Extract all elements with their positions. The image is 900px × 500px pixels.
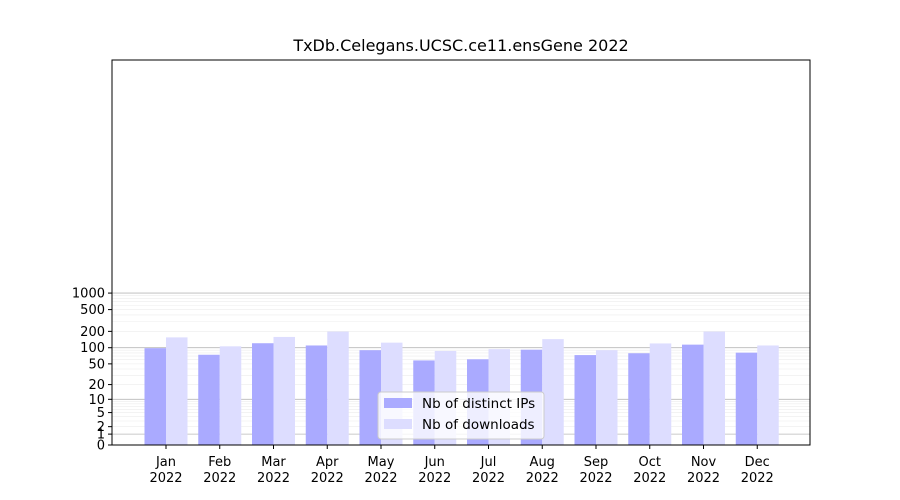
x-tick-label-month: Jan [155, 455, 176, 470]
y-tick-label: 2 [97, 420, 105, 435]
legend-swatch-distinct-ips [384, 398, 412, 408]
legend-box [377, 391, 545, 440]
y-tick-label: 50 [88, 357, 105, 372]
x-tick-label-month: Apr [316, 455, 339, 470]
y-tick-label: 200 [80, 325, 105, 340]
legend-label-distinct-ips: Nb of distinct IPs [422, 396, 535, 412]
y-tick-label: 1 [97, 428, 105, 443]
x-tick-label-month: Jun [424, 455, 445, 470]
bar-distinct-ips [682, 344, 704, 445]
bar-downloads [757, 345, 779, 445]
x-axis: Jan2022Feb2022Mar2022Apr2022May2022Jun20… [149, 445, 774, 486]
x-tick-label-year: 2022 [311, 471, 344, 486]
bar-distinct-ips [305, 345, 328, 445]
x-tick-label-month: Dec [745, 455, 770, 470]
bar-distinct-ips [735, 352, 758, 445]
x-tick-label-year: 2022 [149, 471, 182, 486]
x-tick-label-month: Feb [208, 455, 231, 470]
bar-downloads [166, 337, 188, 445]
legend-label-downloads: Nb of downloads [422, 417, 535, 433]
y-tick-label: 5 [97, 406, 105, 421]
x-tick-label-year: 2022 [633, 471, 666, 486]
x-tick-label-month: Mar [261, 455, 286, 470]
x-tick-label-year: 2022 [418, 471, 451, 486]
x-tick-label-year: 2022 [472, 471, 505, 486]
x-tick-label-year: 2022 [741, 471, 774, 486]
x-tick-label-month: Jul [480, 455, 497, 470]
y-tick-label: 100 [80, 341, 105, 356]
bar-downloads [542, 339, 564, 445]
x-tick-label-year: 2022 [526, 471, 559, 486]
x-tick-label-year: 2022 [364, 471, 397, 486]
bar-downloads [596, 350, 618, 445]
bar-downloads [327, 331, 349, 445]
bar-downloads [273, 336, 295, 445]
bar-distinct-ips [628, 353, 650, 445]
x-tick-label-month: Sep [584, 455, 609, 470]
x-tick-label-month: Oct [639, 455, 661, 470]
y-tick-label: 10 [88, 393, 105, 408]
bar-distinct-ips [574, 355, 596, 445]
bar-distinct-ips [198, 354, 220, 445]
bar-downloads [649, 343, 672, 445]
x-tick-label-month: May [368, 455, 395, 470]
y-tick-label: 20 [88, 378, 105, 393]
x-tick-label-year: 2022 [257, 471, 290, 486]
chart-title: TxDb.Celegans.UCSC.ce11.ensGene 2022 [292, 36, 628, 55]
y-tick-label: 0 [97, 439, 105, 454]
bar-distinct-ips [252, 343, 274, 445]
x-tick-label-year: 2022 [687, 471, 720, 486]
legend: Nb of distinct IPs Nb of downloads [377, 391, 545, 440]
plot-frame [111, 59, 811, 446]
bar-downloads [703, 331, 725, 445]
y-tick-label: 1000 [72, 287, 105, 302]
x-tick-label-month: Nov [691, 455, 717, 470]
x-tick-label-year: 2022 [203, 471, 236, 486]
bar-distinct-ips [359, 350, 381, 445]
bar-distinct-ips [144, 348, 166, 445]
x-tick-label-year: 2022 [579, 471, 612, 486]
bar-downloads [219, 346, 242, 445]
x-tick-label-month: Aug [530, 455, 555, 470]
legend-swatch-downloads [384, 419, 412, 429]
y-tick-label: 500 [80, 303, 105, 318]
